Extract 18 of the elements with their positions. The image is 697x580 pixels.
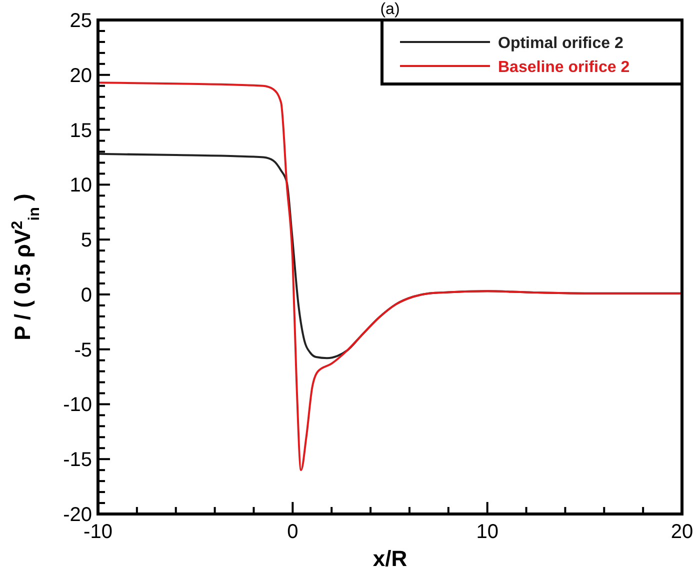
- y-tick-label: 10: [70, 174, 92, 197]
- y-tick-label: -20: [63, 504, 92, 526]
- text: Baseline orifice 2: [498, 59, 630, 76]
- x-tick-label: 0: [287, 521, 298, 543]
- x-tick-label: 10: [476, 521, 498, 543]
- y-tick-label: 20: [70, 64, 92, 87]
- x-axis-title: x/R: [372, 546, 408, 571]
- chart-title: (a): [380, 1, 400, 18]
- y-tick-label: -5: [74, 339, 92, 362]
- y-tick-label: 15: [70, 120, 92, 142]
- y-tick-label: -10: [63, 394, 92, 416]
- y-tick-label: 0: [80, 284, 92, 306]
- text: Optimal orifice 2: [498, 35, 624, 52]
- line-series: [97, 82, 683, 472]
- y-tick-label: 25: [70, 10, 92, 32]
- y-tick-label: -15: [63, 449, 92, 472]
- x-tick-label: 20: [670, 521, 694, 543]
- y-tick-label: 5: [80, 230, 92, 252]
